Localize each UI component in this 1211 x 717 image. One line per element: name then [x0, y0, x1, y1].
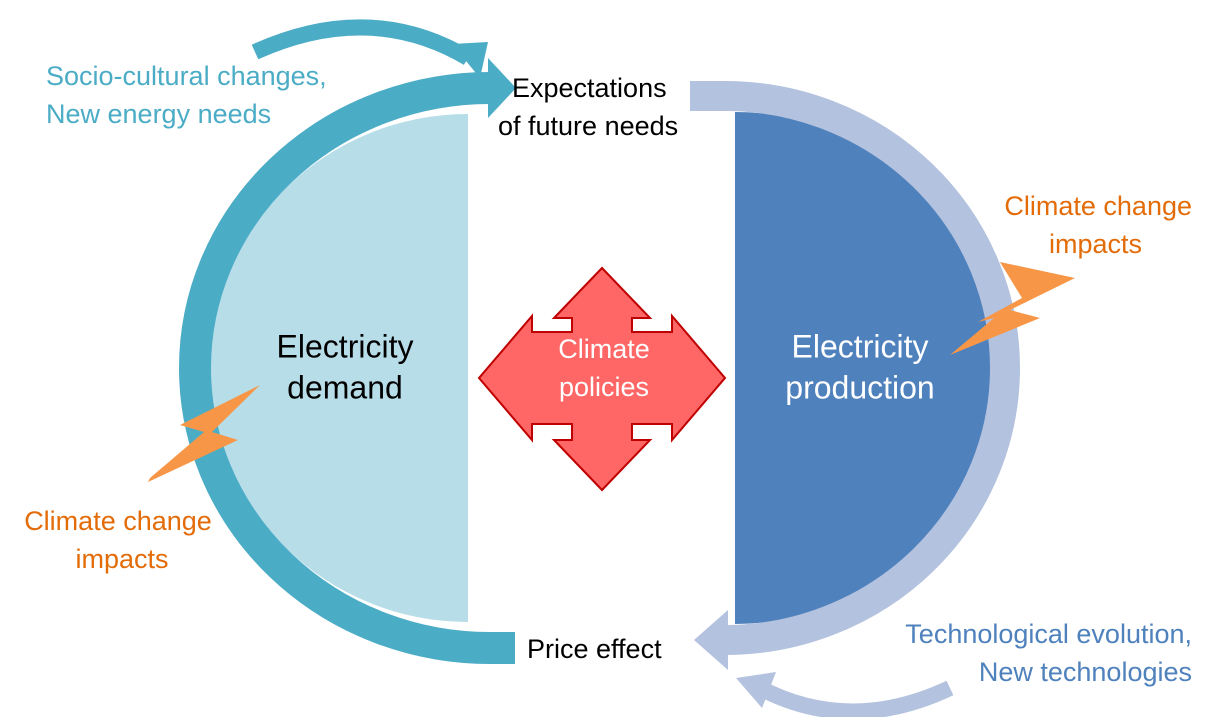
label: New energy needs [46, 99, 271, 129]
arrowhead [452, 42, 488, 78]
arrowhead [488, 58, 516, 118]
demand-half [210, 114, 468, 622]
label: Electricity [792, 328, 929, 364]
demand-loop [179, 72, 515, 664]
label: Socio-cultural changes, [46, 61, 327, 91]
climate-policies-arrow [477, 266, 727, 492]
label: Climate change [1004, 191, 1192, 221]
label: Climate [558, 334, 650, 364]
arrowhead [694, 610, 728, 670]
lightning [950, 262, 1075, 355]
production-half [735, 112, 997, 624]
label: Price effect [527, 634, 662, 664]
label: production [785, 369, 934, 405]
influence-arrow [756, 680, 954, 717]
arrowhead [736, 672, 776, 708]
label: Climate change [24, 506, 212, 536]
influence-arrow [251, 19, 473, 65]
label: policies [559, 372, 649, 402]
label: Electricity [277, 328, 414, 364]
label: Technological evolution, [905, 619, 1192, 649]
production-loop [690, 81, 1020, 655]
label: impacts [1049, 229, 1142, 259]
label: of future needs [498, 111, 678, 141]
lightning [148, 385, 260, 482]
label: Expectations [512, 73, 667, 103]
label: New technologies [979, 657, 1192, 687]
label: impacts [75, 544, 168, 574]
label: demand [287, 369, 403, 405]
